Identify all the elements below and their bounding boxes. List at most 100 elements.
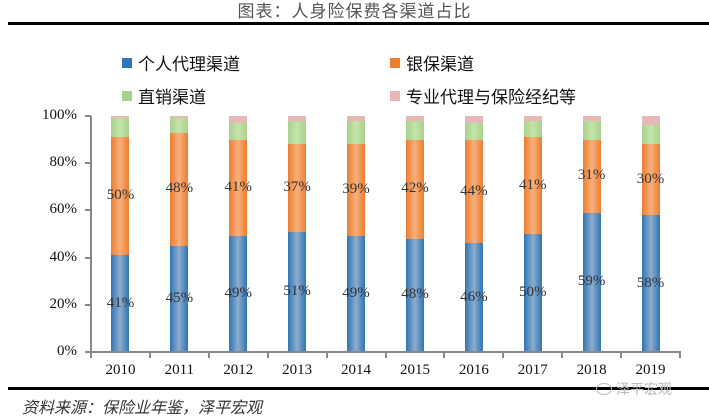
x-tick-mark — [148, 352, 151, 358]
y-tick-mark — [85, 351, 91, 353]
bar-segment-direct — [170, 118, 189, 133]
bar-segment-other — [170, 116, 189, 119]
y-tick-label: 20% — [49, 295, 78, 312]
bar-segment-other — [229, 116, 248, 124]
bar-2012 — [229, 116, 248, 352]
x-tick-mark — [266, 352, 269, 358]
watermark: 泽平宏观 — [596, 379, 672, 399]
bar-segment-direct — [111, 118, 130, 138]
bar-segment-bank — [347, 144, 366, 237]
source-note: 资料来源：保险业年鉴，泽平宏观 — [22, 398, 263, 417]
bar-segment-direct — [641, 125, 660, 145]
x-tick-mark — [207, 352, 210, 358]
legend-label: 专业代理与保险经纪等 — [406, 88, 576, 108]
bar-segment-bank — [288, 144, 307, 232]
bar-segment-bank — [405, 139, 424, 239]
x-tick-label: 2019 — [635, 362, 666, 378]
data-label: 50% — [106, 187, 135, 204]
x-tick-label: 2016 — [458, 362, 489, 378]
bar-segment-bank — [582, 139, 601, 213]
bar-segment-bank — [464, 139, 483, 244]
bar-segment-other — [523, 116, 542, 121]
bar-segment-direct — [288, 120, 307, 145]
bar-segment-bank — [170, 132, 189, 246]
bar-segment-other — [111, 116, 130, 119]
bar-segment-other — [288, 116, 307, 121]
legend-swatch-icon — [390, 57, 400, 68]
x-tick-label: 2018 — [576, 362, 607, 378]
bar-segment-direct — [464, 123, 483, 140]
x-tick-label: 2011 — [164, 362, 195, 378]
legend-swatch-icon — [390, 90, 400, 101]
bar-segment-bank — [641, 144, 660, 216]
bar-segment-agent — [288, 231, 307, 352]
legend-item-direct: 直销渠道 — [122, 83, 206, 108]
bar-2010 — [111, 116, 130, 352]
chart-title: 图表：人身险保费各渠道占比 — [237, 2, 472, 22]
bar-2014 — [347, 116, 366, 352]
bar-segment-bank — [229, 139, 248, 237]
bar-segment-direct — [347, 120, 366, 145]
legend-item-other: 专业代理与保险经纪等 — [390, 83, 576, 108]
data-label: 48% — [401, 286, 429, 303]
bar-2011 — [170, 116, 189, 352]
legend-swatch-icon — [122, 57, 132, 68]
x-tick-mark — [679, 352, 681, 358]
y-axis — [90, 116, 92, 353]
x-tick-mark — [384, 352, 387, 358]
data-label: 41% — [224, 178, 253, 195]
data-label: 39% — [342, 181, 370, 198]
data-label: 49% — [224, 285, 253, 302]
y-tick-mark — [85, 162, 91, 165]
data-label: 31% — [577, 167, 606, 184]
x-tick-label: 2014 — [341, 362, 372, 378]
y-tick-label: 100% — [42, 107, 77, 123]
data-label: 46% — [460, 288, 488, 305]
data-label: 42% — [401, 180, 429, 197]
bar-2016 — [464, 116, 483, 352]
data-label: 41% — [106, 294, 135, 311]
y-tick-label: 80% — [49, 154, 78, 171]
x-tick-mark — [561, 352, 564, 358]
bar-segment-direct — [229, 123, 248, 140]
bar-segment-direct — [405, 120, 424, 140]
legend-label: 银保渠道 — [406, 55, 474, 75]
legend-swatch-icon — [122, 90, 132, 101]
x-tick-label: 2015 — [399, 362, 430, 378]
data-label: 50% — [519, 284, 547, 300]
bar-segment-bank — [523, 137, 542, 234]
bar-segment-bank — [111, 137, 130, 256]
x-tick-label: 2017 — [517, 362, 548, 378]
bar-segment-agent — [347, 236, 366, 352]
bar-segment-other — [347, 116, 366, 121]
data-label: 37% — [283, 178, 311, 195]
x-tick-mark — [620, 352, 623, 358]
x-tick-mark — [502, 352, 505, 358]
bar-segment-agent — [405, 238, 424, 352]
legend-item-bancassurance: 银保渠道 — [390, 50, 474, 75]
bar-2019 — [641, 116, 660, 352]
data-label: 44% — [460, 182, 488, 199]
data-label: 30% — [636, 170, 665, 187]
bar-segment-agent — [111, 255, 130, 352]
x-tick-mark — [90, 352, 92, 358]
bar-segment-agent — [170, 245, 189, 352]
y-tick-label: 0% — [57, 343, 77, 359]
bottom-divider — [8, 387, 709, 390]
y-tick-label: 40% — [49, 248, 78, 265]
bar-segment-agent — [641, 215, 660, 352]
bar-segment-agent — [229, 236, 248, 352]
data-label: 45% — [165, 289, 194, 306]
watermark-text: 泽平宏观 — [616, 382, 672, 398]
legend: 个人代理渠道 银保渠道 直销渠道 专业代理与保险经纪等 — [0, 45, 709, 115]
y-tick-label: 60% — [49, 201, 78, 218]
bar-segment-agent — [464, 243, 483, 352]
bar-segment-agent — [523, 234, 542, 352]
bar-2017 — [523, 116, 542, 352]
x-tick-label: 2013 — [282, 362, 313, 378]
bar-2018 — [582, 116, 601, 352]
legend-label: 直销渠道 — [138, 88, 206, 108]
y-tick-mark — [85, 115, 91, 117]
bar-segment-other — [405, 116, 424, 121]
data-label: 48% — [165, 180, 194, 197]
